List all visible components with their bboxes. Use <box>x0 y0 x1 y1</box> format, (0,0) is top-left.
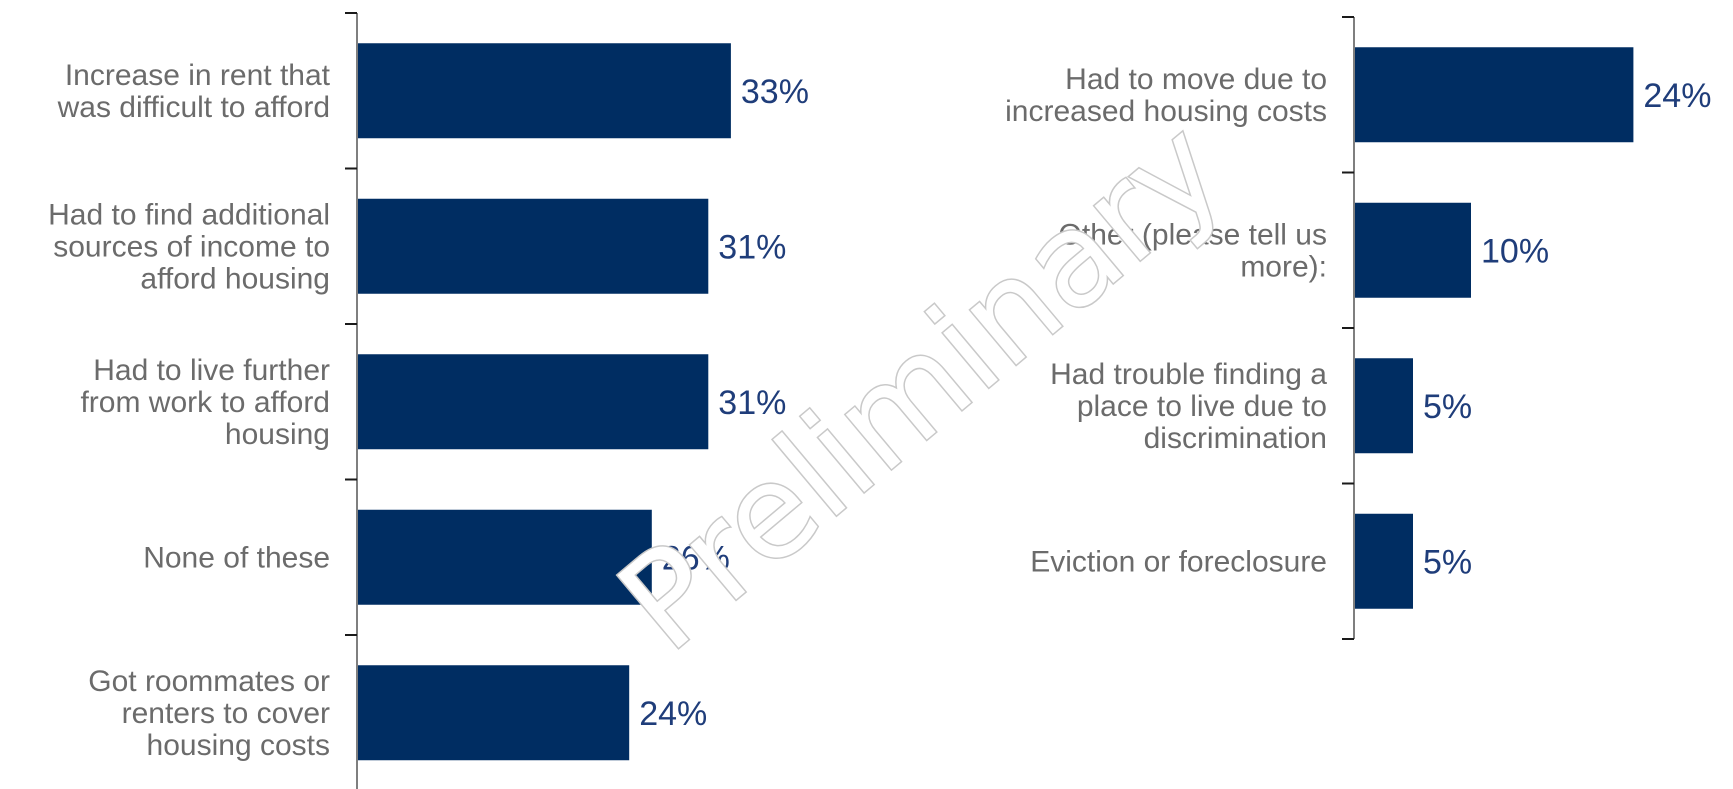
category-label: Got roommates or renters to cover housing … <box>88 665 330 762</box>
bar <box>358 43 731 139</box>
value-label: 33% <box>741 73 809 111</box>
category-label-line: increased housing costs <box>1005 95 1327 128</box>
bar <box>1355 513 1413 609</box>
value-label: 24% <box>639 695 707 733</box>
bar <box>1355 202 1471 298</box>
category-label-line: place to live due to <box>1077 390 1327 423</box>
category-label-line: sources of income to <box>53 230 330 263</box>
bar <box>358 509 652 605</box>
value-label: 31% <box>718 228 786 266</box>
category-label: Eviction or foreclosure <box>1030 545 1327 578</box>
category-label-line: Got roommates or <box>88 665 330 698</box>
category-label: Had trouble finding a place to live due t… <box>1050 358 1327 455</box>
category-label: Had to move due to increased housing cost… <box>1005 63 1327 128</box>
value-label: 26% <box>662 539 730 577</box>
category-label-line: discrimination <box>1144 422 1327 455</box>
category-label-line: housing <box>225 418 330 451</box>
bar <box>358 198 709 294</box>
category-label-line: afford housing <box>140 262 330 295</box>
category-label-line: housing costs <box>147 729 330 762</box>
category-label-line: Eviction or foreclosure <box>1030 545 1327 578</box>
category-label-line: Had to live further <box>93 354 330 387</box>
category-label-line: Had trouble finding a <box>1050 358 1327 391</box>
category-label: None of these <box>143 541 330 574</box>
value-label: 5% <box>1423 388 1472 426</box>
category-label-line: Other (please tell us <box>1059 218 1327 251</box>
category-label-line: Increase in rent that <box>65 59 331 92</box>
category-label-line: Had to find additional <box>48 198 330 231</box>
category-label-line: Had to move due to <box>1065 63 1327 96</box>
category-label: Other (please tell us more): <box>1059 218 1327 283</box>
chart-right: 24% Had to move due to increased housing c… <box>1005 16 1711 640</box>
bar <box>1355 47 1634 143</box>
category-label-line: renters to cover <box>122 697 330 730</box>
category-label: Increase in rent that was difficult to af… <box>57 59 331 124</box>
chart-left: 33% Increase in rent that was difficult to… <box>48 12 809 789</box>
category-label-line: None of these <box>143 541 330 574</box>
value-label: 24% <box>1643 77 1711 115</box>
category-label-line: from work to afford <box>80 386 330 419</box>
category-label-line: was difficult to afford <box>57 91 330 124</box>
category-label: Had to live further from work to afford ho… <box>80 354 330 451</box>
value-label: 10% <box>1481 232 1549 270</box>
bar <box>358 354 709 450</box>
value-label: 5% <box>1423 543 1472 581</box>
value-label: 31% <box>718 384 786 422</box>
bar <box>358 665 630 761</box>
category-label-line: more): <box>1240 250 1327 283</box>
category-label: Had to find additional sources of income … <box>48 198 330 295</box>
bar <box>1355 358 1413 454</box>
